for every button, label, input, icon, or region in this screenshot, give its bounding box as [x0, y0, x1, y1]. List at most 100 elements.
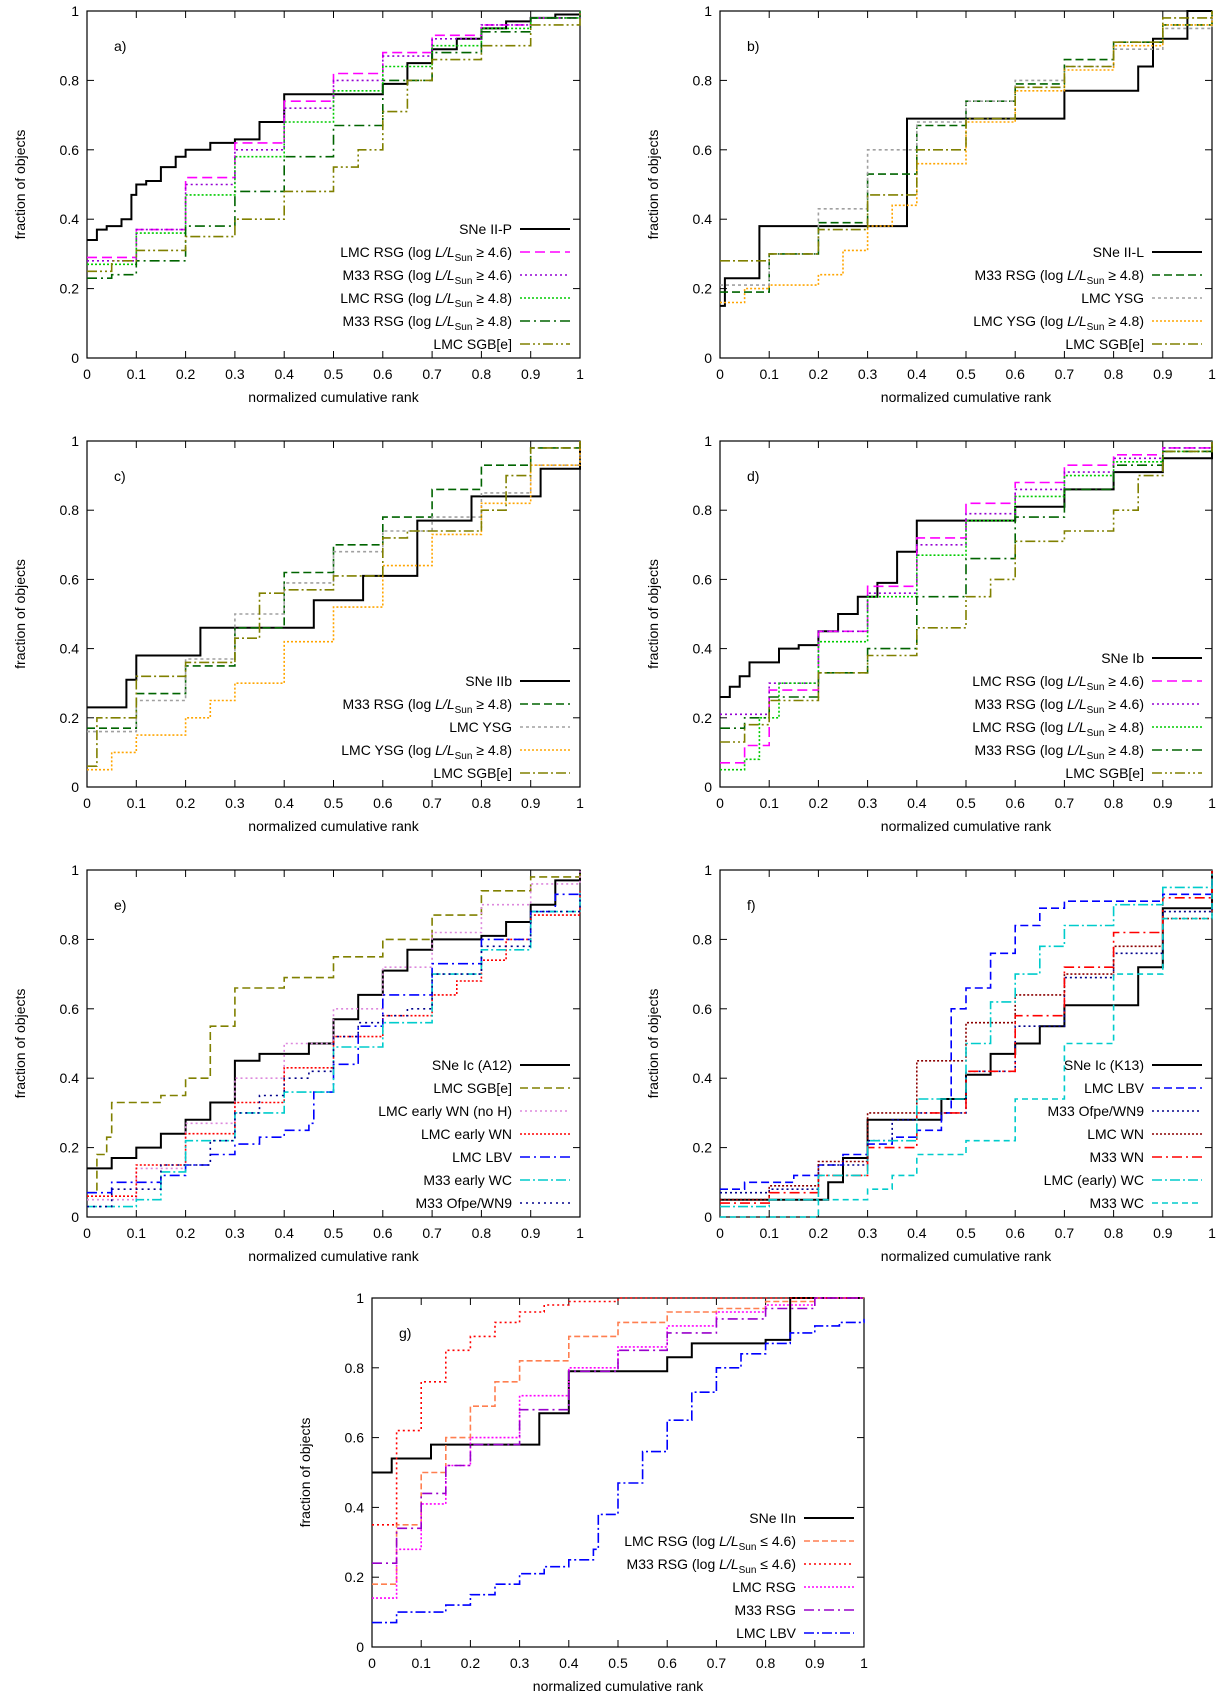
legend-label: M33 RSG (log L/LSun ≥ 4.8): [975, 267, 1144, 287]
x-tick-label: 0.6: [1005, 795, 1025, 811]
legend-label-prefix: M33 RSG (log: [343, 267, 436, 283]
x-tick-label: 0.6: [373, 795, 393, 811]
x-tick-label: 0.5: [956, 1225, 976, 1241]
legend-label-subscript: Sun: [455, 253, 473, 264]
legend-entry: SNe IIn: [749, 1510, 854, 1526]
y-axis-label: fraction of objects: [645, 989, 661, 1099]
legend-entry: LMC YSG (log L/LSun ≥ 4.8): [973, 313, 1202, 333]
legend-label-italic: L/L: [1067, 696, 1086, 712]
legend-entry: M33 RSG (log L/LSun ≥ 4.6): [343, 267, 570, 287]
y-tick-label: 1: [704, 3, 712, 19]
x-axis-label: normalized cumulative rank: [248, 389, 419, 405]
legend-label-suffix: ≥ 4.6): [472, 244, 512, 260]
y-tick-label: 0: [71, 350, 79, 366]
x-tick-label: 0.4: [559, 1655, 579, 1671]
legend-label-italic: L/L: [435, 696, 454, 712]
x-tick-label: 0.2: [461, 1655, 481, 1671]
series-line-2: [87, 870, 581, 1194]
y-tick-label: 0.6: [60, 1001, 80, 1017]
legend-entry: LMC LBV: [736, 1625, 854, 1641]
legend-label-prefix: LMC RSG (log: [340, 244, 435, 260]
legend-label-prefix: LMC RSG (log: [340, 290, 435, 306]
legend-label-subscript: Sun: [1087, 276, 1105, 287]
legend-label: LMC WN: [1087, 1126, 1144, 1142]
legend-entry: LMC SGB[e]: [1065, 765, 1202, 781]
x-tick-label: 0.9: [521, 366, 541, 382]
x-tick-label: 0.7: [1055, 366, 1075, 382]
legend-label-subscript: Sun: [1087, 751, 1105, 762]
legend-label-subscript: Sun: [455, 751, 473, 762]
series-line-3: [720, 441, 1213, 716]
y-tick-label: 0.6: [345, 1430, 365, 1446]
legend-label-suffix: ≤ 4.6): [756, 1556, 796, 1572]
y-tick-label: 1: [71, 3, 79, 19]
legend-entry: LMC RSG (log L/LSun ≥ 4.8): [972, 719, 1202, 739]
y-tick-label: 0: [704, 1209, 712, 1225]
legend-label-prefix: M33 RSG (log: [343, 313, 436, 329]
series-line-4: [87, 441, 581, 771]
x-tick-label: 0: [83, 366, 91, 382]
x-tick-label: 0.9: [521, 795, 541, 811]
y-tick-label: 0.8: [345, 1360, 365, 1376]
legend-label-suffix: ≥ 4.8): [1104, 313, 1144, 329]
legend-label: LMC early WN: [421, 1126, 512, 1142]
series-line-1: [720, 10, 1212, 307]
legend-label-italic: L/L: [719, 1533, 738, 1549]
legend-entry: LMC LBV: [1084, 1080, 1202, 1096]
legend-entry: LMC RSG (log L/LSun ≥ 4.8): [340, 290, 570, 310]
y-tick-label: 0.8: [60, 931, 80, 947]
legend-entry: SNe II-L: [1093, 244, 1202, 260]
legend-entry: M33 RSG (log L/LSun ≤ 4.6): [627, 1556, 854, 1576]
legend-entry: LMC RSG (log L/LSun ≥ 4.6): [340, 244, 570, 264]
y-tick-label: 0.6: [60, 571, 80, 587]
legend-label: LMC SGB[e]: [1065, 765, 1144, 781]
x-tick-label: 0.3: [510, 1655, 530, 1671]
legend-label-italic: L/L: [435, 290, 454, 306]
legend-label-prefix: M33 RSG (log: [975, 742, 1068, 758]
x-tick-label: 0: [716, 366, 724, 382]
legend-entry: LMC RSG (log L/LSun ≥ 4.6): [972, 673, 1202, 693]
x-axis-label: normalized cumulative rank: [533, 1678, 704, 1694]
chart-panel-6: 0 0.1 0.2 0.3 0.4 0.5 0.6 0.7 0.8 0.9 1 0 0.2 0.4 0.6 0…: [645, 862, 1216, 1264]
series-line-5: [87, 11, 581, 279]
x-tick-label: 0.9: [805, 1655, 825, 1671]
legend-label: LMC LBV: [736, 1625, 797, 1641]
x-tick-label: 0.8: [472, 366, 492, 382]
legend-label-italic: L/L: [1067, 313, 1086, 329]
x-axis-label: normalized cumulative rank: [248, 1248, 419, 1264]
legend-label: SNe II-P: [459, 221, 512, 237]
legend-label-suffix: ≥ 4.8): [472, 696, 512, 712]
y-tick-label: 0.6: [693, 1001, 713, 1017]
panel-label: e): [114, 897, 126, 913]
legend-label: M33 Ofpe/WN9: [416, 1195, 513, 1211]
x-axis-label: normalized cumulative rank: [881, 389, 1052, 405]
series-line-6: [720, 870, 1213, 1208]
legend-label: LMC RSG (log L/LSun ≥ 4.6): [340, 244, 512, 264]
x-tick-label: 0.1: [759, 366, 779, 382]
x-tick-label: 0.7: [1055, 1225, 1075, 1241]
series-line-6: [87, 11, 581, 273]
legend-entry: LMC SGB[e]: [1065, 336, 1202, 352]
legend-label-subscript: Sun: [455, 322, 473, 333]
y-tick-label: 0: [704, 350, 712, 366]
legend-label: M33 RSG (log L/LSun ≥ 4.8): [343, 313, 512, 333]
y-tick-label: 0.2: [60, 281, 80, 297]
x-tick-label: 1: [1208, 366, 1216, 382]
x-tick-label: 0.5: [324, 366, 344, 382]
legend-label: M33 RSG: [735, 1602, 796, 1618]
legend-label-italic: L/L: [1067, 742, 1086, 758]
chart-panel-3: 0 0.1 0.2 0.3 0.4 0.5 0.6 0.7 0.8 0.9 1 0 0.2 0.4 0.6 0…: [12, 433, 584, 834]
legend-label-subscript: Sun: [739, 1542, 757, 1553]
series-line-1: [720, 441, 1213, 698]
y-tick-label: 0: [71, 779, 79, 795]
y-tick-label: 0.4: [60, 1070, 80, 1086]
legend-label-suffix: ≥ 4.8): [472, 742, 512, 758]
legend-label: M33 WN: [1090, 1149, 1144, 1165]
legend-label: M33 RSG (log L/LSun ≥ 4.8): [975, 742, 1144, 762]
x-tick-label: 0: [83, 1225, 91, 1241]
legend-entry: M33 RSG (log L/LSun ≥ 4.8): [975, 267, 1202, 287]
panel-label: c): [114, 468, 126, 484]
legend-label-italic: L/L: [1067, 267, 1086, 283]
series-line-6: [720, 441, 1213, 743]
